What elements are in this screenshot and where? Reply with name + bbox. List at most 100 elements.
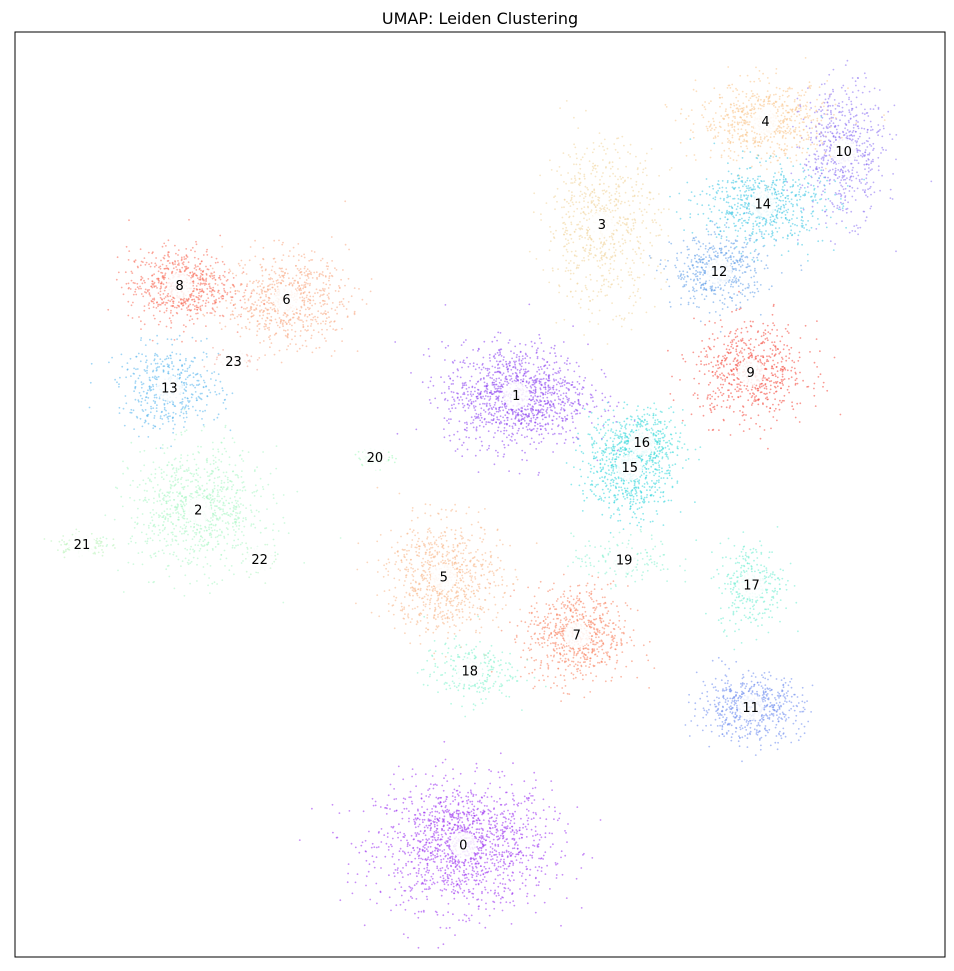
scatter-point bbox=[794, 119, 796, 122]
scatter-point bbox=[629, 233, 632, 236]
scatter-point bbox=[483, 402, 486, 405]
scatter-point bbox=[477, 392, 479, 395]
scatter-point bbox=[612, 172, 614, 175]
scatter-point bbox=[476, 819, 478, 822]
scatter-point bbox=[482, 395, 484, 398]
scatter-point bbox=[572, 421, 574, 423]
scatter-point bbox=[230, 488, 233, 491]
scatter-point bbox=[809, 108, 811, 111]
scatter-point bbox=[588, 194, 591, 197]
scatter-point bbox=[506, 368, 509, 371]
scatter-point bbox=[472, 817, 474, 819]
scatter-point bbox=[499, 385, 501, 388]
scatter-point bbox=[549, 388, 552, 390]
scatter-point bbox=[533, 894, 536, 897]
scatter-point bbox=[239, 454, 242, 456]
scatter-point bbox=[471, 869, 474, 872]
scatter-point bbox=[520, 875, 523, 877]
scatter-point bbox=[490, 795, 493, 798]
scatter-point bbox=[762, 72, 764, 75]
scatter-point bbox=[203, 538, 206, 541]
scatter-point bbox=[165, 545, 168, 547]
scatter-point bbox=[695, 90, 698, 93]
scatter-point bbox=[129, 484, 132, 487]
scatter-point bbox=[649, 232, 652, 234]
scatter-point bbox=[577, 399, 580, 402]
scatter-point bbox=[411, 887, 414, 890]
scatter-point bbox=[583, 259, 586, 262]
scatter-point bbox=[603, 189, 606, 192]
scatter-point bbox=[105, 545, 108, 548]
scatter-point bbox=[418, 848, 421, 850]
scatter-point bbox=[738, 138, 741, 140]
scatter-point bbox=[449, 838, 452, 841]
scatter-point bbox=[855, 122, 858, 125]
scatter-point bbox=[379, 534, 382, 536]
scatter-point bbox=[450, 404, 453, 407]
scatter-point bbox=[593, 191, 596, 194]
scatter-point bbox=[487, 812, 490, 815]
scatter-point bbox=[474, 417, 477, 420]
scatter-point bbox=[137, 507, 139, 510]
scatter-point bbox=[464, 409, 467, 412]
scatter-point bbox=[548, 414, 551, 417]
scatter-point bbox=[428, 814, 431, 816]
scatter-point bbox=[525, 865, 528, 868]
scatter-point bbox=[530, 828, 533, 831]
scatter-point bbox=[550, 405, 553, 408]
scatter-point bbox=[471, 823, 474, 825]
scatter-point bbox=[756, 100, 759, 102]
scatter-point bbox=[157, 514, 160, 516]
scatter-point bbox=[483, 409, 485, 411]
scatter-point bbox=[212, 448, 215, 451]
scatter-point bbox=[104, 514, 107, 517]
scatter-point bbox=[143, 464, 146, 467]
scatter-point bbox=[778, 147, 781, 149]
scatter-point bbox=[618, 192, 621, 195]
scatter-point bbox=[410, 851, 413, 854]
scatter-point bbox=[475, 794, 477, 796]
scatter-point bbox=[442, 789, 445, 792]
scatter-point bbox=[776, 127, 779, 130]
scatter-point bbox=[530, 340, 533, 343]
scatter-point bbox=[474, 390, 476, 393]
scatter-point bbox=[704, 101, 706, 103]
scatter-point bbox=[566, 295, 569, 298]
scatter-point bbox=[514, 366, 517, 369]
scatter-point bbox=[423, 867, 426, 870]
scatter-point bbox=[424, 883, 427, 885]
scatter-point bbox=[748, 123, 750, 126]
scatter-point bbox=[565, 897, 568, 899]
scatter-point bbox=[450, 832, 453, 835]
scatter-point bbox=[461, 366, 463, 369]
scatter-point bbox=[617, 178, 619, 181]
scatter-point bbox=[502, 359, 505, 361]
scatter-point bbox=[470, 791, 472, 793]
scatter-point bbox=[565, 100, 568, 102]
scatter-point bbox=[565, 382, 568, 385]
scatter-point bbox=[513, 803, 515, 806]
scatter-point bbox=[454, 860, 457, 862]
scatter-point bbox=[756, 141, 759, 144]
scatter-point bbox=[451, 396, 454, 398]
scatter-point bbox=[183, 504, 186, 507]
scatter-point bbox=[447, 902, 450, 905]
scatter-point bbox=[217, 491, 220, 494]
scatter-point bbox=[500, 391, 502, 393]
scatter-point bbox=[564, 854, 567, 857]
scatter-point bbox=[575, 267, 578, 270]
scatter-point bbox=[553, 237, 556, 240]
scatter-point bbox=[604, 243, 607, 246]
scatter-point bbox=[634, 221, 637, 224]
scatter-point bbox=[489, 846, 492, 848]
scatter-point bbox=[434, 397, 437, 400]
scatter-point bbox=[515, 380, 517, 383]
scatter-point bbox=[560, 394, 562, 396]
scatter-point bbox=[199, 488, 202, 490]
scatter-point bbox=[517, 429, 520, 432]
scatter-point bbox=[167, 520, 169, 522]
scatter-point bbox=[497, 410, 500, 413]
scatter-point bbox=[505, 360, 507, 363]
scatter-point bbox=[523, 795, 526, 798]
scatter-point bbox=[425, 870, 428, 873]
